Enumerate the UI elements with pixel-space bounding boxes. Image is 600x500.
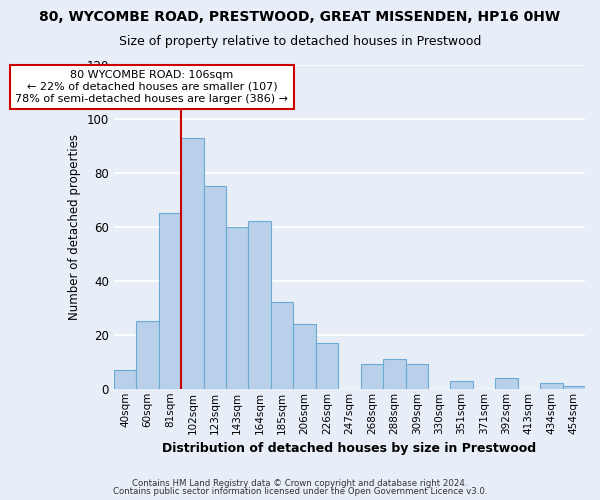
Bar — [451, 380, 473, 389]
Y-axis label: Number of detached properties: Number of detached properties — [68, 134, 81, 320]
Bar — [114, 370, 136, 389]
Bar — [361, 364, 383, 389]
Text: 80 WYCOMBE ROAD: 106sqm
← 22% of detached houses are smaller (107)
78% of semi-d: 80 WYCOMBE ROAD: 106sqm ← 22% of detache… — [16, 70, 289, 104]
Text: Contains HM Land Registry data © Crown copyright and database right 2024.: Contains HM Land Registry data © Crown c… — [132, 478, 468, 488]
Text: Size of property relative to detached houses in Prestwood: Size of property relative to detached ho… — [119, 35, 481, 48]
Bar — [226, 227, 248, 389]
Bar — [203, 186, 226, 389]
Bar — [495, 378, 518, 389]
Bar — [181, 138, 203, 389]
X-axis label: Distribution of detached houses by size in Prestwood: Distribution of detached houses by size … — [163, 442, 536, 455]
Bar — [383, 359, 406, 389]
Bar — [563, 386, 585, 389]
Bar — [271, 302, 293, 389]
Text: 80, WYCOMBE ROAD, PRESTWOOD, GREAT MISSENDEN, HP16 0HW: 80, WYCOMBE ROAD, PRESTWOOD, GREAT MISSE… — [40, 10, 560, 24]
Text: Contains public sector information licensed under the Open Government Licence v3: Contains public sector information licen… — [113, 487, 487, 496]
Bar — [316, 343, 338, 389]
Bar — [136, 322, 159, 389]
Bar — [293, 324, 316, 389]
Bar — [159, 214, 181, 389]
Bar — [248, 222, 271, 389]
Bar — [540, 384, 563, 389]
Bar — [406, 364, 428, 389]
